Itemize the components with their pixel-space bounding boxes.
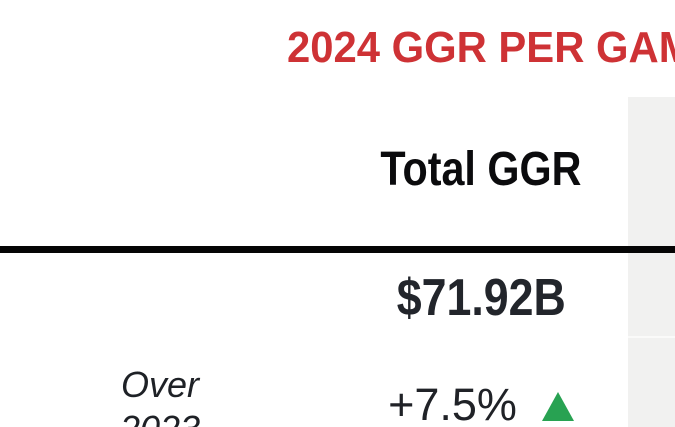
chart-title-text: 2024 GGR PER GAM <box>287 23 675 72</box>
total-ggr-change-text: +7.5% <box>388 379 517 427</box>
next-column-highlight <box>628 97 675 427</box>
total-ggr-value-text: $71.92B <box>396 269 566 327</box>
header-divider-line <box>0 246 675 253</box>
chart-title: 2024 GGR PER GAM <box>287 23 675 72</box>
row-label-over-2023: Over 2023 <box>60 363 260 427</box>
up-triangle-icon <box>541 391 574 421</box>
total-ggr-value: $71.92B <box>325 272 637 324</box>
column-header-total-ggr-text: Total GGR <box>380 143 582 196</box>
total-ggr-change: +7.5% <box>325 382 637 427</box>
column-header-total-ggr: Total GGR <box>325 146 637 194</box>
next-column-row-divider <box>628 336 675 338</box>
row-label-line2: 2023 <box>60 407 260 427</box>
row-label-line1: Over <box>120 364 199 405</box>
